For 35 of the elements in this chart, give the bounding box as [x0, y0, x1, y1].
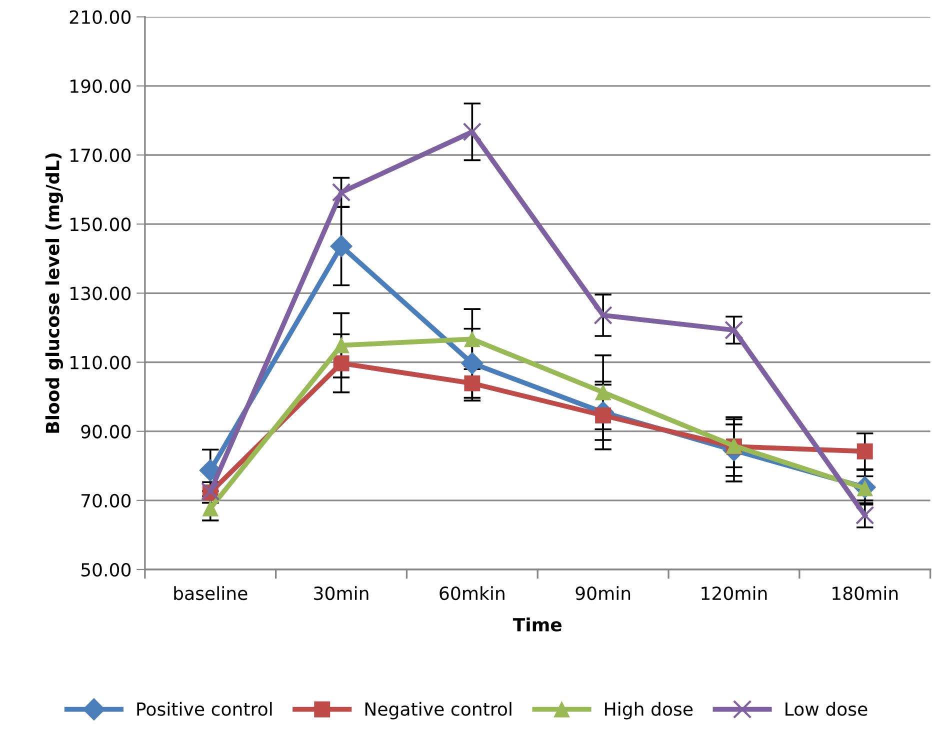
legend-label: Positive control [137, 702, 272, 716]
point [202, 500, 218, 516]
point [855, 506, 874, 525]
legend-label: High dose [605, 702, 693, 720]
y-tick-label: 170.00 [70, 148, 131, 162]
point [333, 337, 350, 354]
legend-label: Low dose [786, 702, 868, 716]
y-tick-label: 50.00 [81, 562, 131, 577]
y-tick-label: 190.00 [70, 79, 131, 94]
y-tick-label: 70.00 [82, 494, 131, 508]
point [594, 306, 612, 325]
point [330, 235, 352, 258]
legend-label: Negative control [365, 702, 512, 720]
x-tick-label: 60mkin [440, 586, 504, 600]
y-tick-label: 90.00 [81, 424, 131, 438]
point [595, 384, 612, 400]
point [724, 320, 744, 340]
y-tick-label: 150.00 [70, 218, 131, 232]
point [332, 182, 351, 202]
y-tick-label: 210.00 [70, 10, 131, 24]
point [462, 122, 482, 142]
x-tick-label: 120min [702, 586, 767, 600]
x-tick-label: 90min [576, 586, 630, 600]
point [333, 355, 350, 372]
x-axis-title: Time [512, 618, 562, 632]
x-tick-label: 30min [314, 586, 368, 600]
point [464, 331, 480, 348]
y-axis-title: Blood glucose level (mg/dL) [45, 153, 63, 433]
y-tick-label: 110.00 [70, 356, 131, 370]
point [856, 443, 873, 460]
y-tick-label: 130.00 [70, 286, 131, 300]
x-tick-label: 180min [832, 586, 898, 600]
point [464, 375, 480, 392]
point [461, 352, 484, 374]
x-tick-label: baseline [174, 586, 248, 600]
